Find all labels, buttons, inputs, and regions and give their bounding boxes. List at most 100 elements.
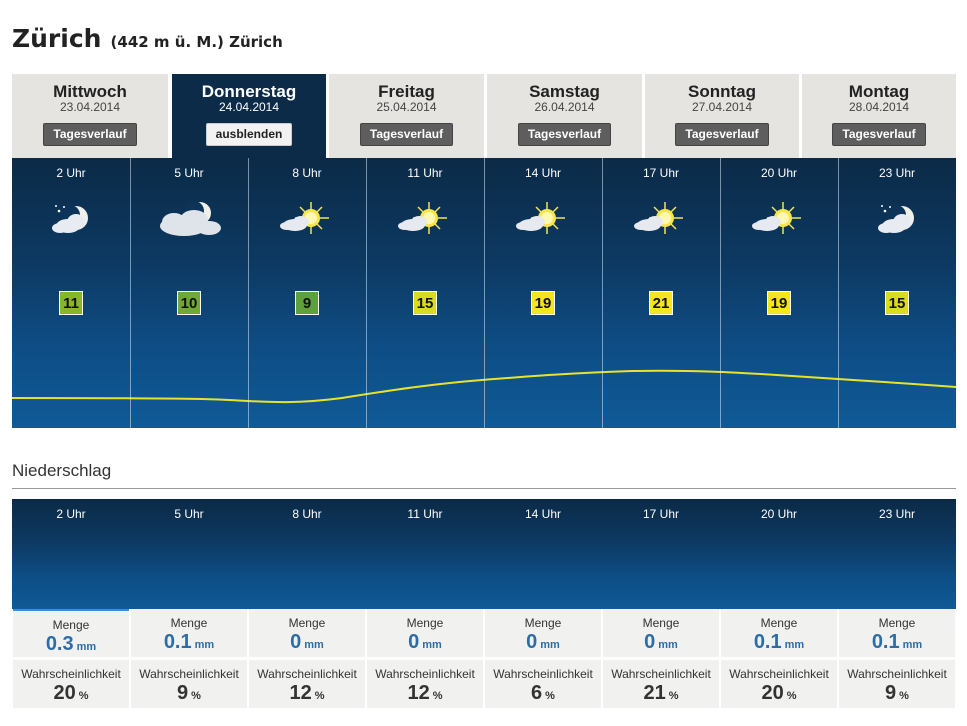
column-separator (838, 158, 839, 428)
wahrscheinlichkeit-label: Wahrscheinlichkeit (493, 667, 593, 681)
hour-column: 17 Uhr 21 (602, 158, 720, 428)
percent-unit: % (668, 690, 679, 702)
wahrscheinlichkeit-cell: Wahrscheinlichkeit 21% (603, 660, 719, 708)
city-subtitle: (442 m ü. M.) Zürich (110, 33, 283, 51)
precip-hour-label: 8 Uhr (292, 507, 322, 521)
hour-label: 17 Uhr (642, 166, 680, 180)
divider (12, 488, 956, 489)
menge-value: 0 (290, 631, 302, 653)
tagesverlauf-button[interactable]: Tagesverlauf (675, 123, 769, 146)
day-name: Donnerstag (201, 82, 297, 101)
menge-label: Menge (170, 616, 208, 630)
wahrscheinlichkeit-label: Wahrscheinlichkeit (257, 667, 357, 681)
hour-column: 11 Uhr 15 (366, 158, 484, 428)
menge-cell: Menge 0 mm (249, 609, 365, 657)
sun-light-cloud-icon (749, 198, 801, 242)
day-tab-samstag[interactable]: Samstag 26.04.2014 Tagesverlauf (485, 74, 642, 158)
day-date: 25.04.2014 (376, 100, 437, 114)
wahrscheinlichkeit-value: 6 (531, 682, 543, 704)
percent-unit: % (191, 690, 201, 702)
mm-unit: mm (304, 639, 324, 651)
wahrscheinlichkeit-label: Wahrscheinlichkeit (139, 667, 239, 681)
day-date: 28.04.2014 (848, 100, 910, 114)
day-tab-mittwoch[interactable]: Mittwoch 23.04.2014 Tagesverlauf (12, 74, 168, 158)
hour-label: 2 Uhr (56, 166, 86, 180)
wahrscheinlichkeit-cell: Wahrscheinlichkeit 20% (13, 660, 129, 708)
wahrscheinlichkeit-value: 12 (289, 682, 312, 704)
precip-hour-label: 23 Uhr (878, 507, 916, 521)
menge-cell: Menge 0 mm (485, 609, 601, 657)
day-date: 26.04.2014 (534, 100, 595, 114)
wahrscheinlichkeit-value: 20 (761, 682, 784, 704)
wahrscheinlichkeit-cell: Wahrscheinlichkeit 9% (131, 660, 247, 708)
sun-light-cloud-icon (277, 198, 329, 242)
day-tab-donnerstag[interactable]: Donnerstag 24.04.2014 ausblenden (170, 74, 326, 160)
sun-light-cloud-icon (395, 198, 447, 242)
column-separator (130, 158, 131, 428)
precipitation-values: Menge 0.3 mm Wahrscheinlichkeit 20% Menge 0.1 m… (12, 609, 956, 709)
wahrscheinlichkeit-cell: Wahrscheinlichkeit 20% (721, 660, 837, 708)
menge-cell: Menge 0.1 mm (839, 609, 955, 657)
percent-unit: % (786, 690, 797, 702)
hide-button[interactable]: ausblenden (205, 123, 293, 146)
hour-label: 23 Uhr (878, 166, 916, 180)
temperature-badge: 19 (531, 291, 555, 315)
menge-value: 0.3 (45, 633, 74, 655)
menge-label: Menge (760, 616, 798, 630)
menge-value: 0 (644, 631, 656, 653)
wahrscheinlichkeit-label: Wahrscheinlichkeit (21, 667, 121, 681)
hour-column: 2 Uhr 11 (12, 158, 130, 428)
day-tabs: Mittwoch 23.04.2014 Tagesverlauf Donnerstag… (12, 74, 956, 160)
precip-hour-label: 17 Uhr (642, 507, 680, 521)
precip-hour-label: 5 Uhr (174, 507, 204, 521)
precip-hour-label: 2 Uhr (56, 507, 86, 521)
wahrscheinlichkeit-label: Wahrscheinlichkeit (847, 667, 947, 681)
hour-label: 8 Uhr (292, 166, 322, 180)
wahrscheinlichkeit-cell: Wahrscheinlichkeit 9% (839, 660, 955, 708)
hour-column: 8 Uhr 9 (248, 158, 366, 428)
column-separator (366, 158, 367, 428)
menge-label: Menge (406, 616, 444, 630)
day-tab-montag[interactable]: Montag 28.04.2014 Tagesverlauf (800, 74, 956, 158)
precip-hour-label: 20 Uhr (760, 507, 798, 521)
mm-unit: mm (194, 639, 215, 651)
day-name: Freitag (378, 82, 435, 101)
temperature-badge: 19 (767, 291, 791, 315)
temperature-badge: 11 (59, 291, 83, 315)
mm-unit: mm (784, 639, 805, 651)
menge-cell: Menge 0 mm (367, 609, 483, 657)
mm-unit: mm (422, 639, 442, 651)
page-title: Zürich (442 m ü. M.) Zürich (12, 24, 283, 54)
day-date: 24.04.2014 (218, 100, 280, 114)
sun-light-cloud-icon (513, 198, 565, 242)
tagesverlauf-button[interactable]: Tagesverlauf (832, 123, 926, 146)
hour-label: 11 Uhr (407, 166, 443, 180)
menge-cell: Menge 0 mm (603, 609, 719, 657)
temperature-badge: 21 (649, 291, 673, 315)
tagesverlauf-button[interactable]: Tagesverlauf (517, 123, 612, 146)
menge-label: Menge (52, 618, 90, 632)
tagesverlauf-button[interactable]: Tagesverlauf (359, 123, 454, 146)
mm-unit: mm (902, 639, 923, 651)
mm-unit: mm (540, 639, 560, 651)
hour-label: 14 Uhr (524, 166, 562, 180)
day-tab-freitag[interactable]: Freitag 25.04.2014 Tagesverlauf (327, 74, 484, 158)
percent-unit: % (314, 690, 325, 702)
wahrscheinlichkeit-label: Wahrscheinlichkeit (729, 667, 829, 681)
hour-column: 14 Uhr 19 (484, 158, 602, 428)
hour-label: 20 Uhr (760, 166, 798, 180)
niederschlag-heading: Niederschlag (12, 461, 112, 480)
hour-label: 5 Uhr (174, 166, 204, 180)
day-date: 23.04.2014 (59, 100, 121, 114)
column-separator (720, 158, 721, 428)
tagesverlauf-button[interactable]: Tagesverlauf (43, 123, 137, 146)
moon-cloud-icon (154, 198, 221, 242)
menge-label: Menge (524, 616, 562, 630)
wahrscheinlichkeit-cell: Wahrscheinlichkeit 12% (249, 660, 365, 708)
day-tab-sonntag[interactable]: Sonntag 27.04.2014 Tagesverlauf (643, 74, 799, 158)
wahrscheinlichkeit-label: Wahrscheinlichkeit (375, 667, 475, 681)
city-name: Zürich (12, 24, 102, 53)
column-separator (602, 158, 603, 428)
wahrscheinlichkeit-value: 9 (177, 682, 189, 704)
temperature-badge: 15 (413, 291, 437, 315)
